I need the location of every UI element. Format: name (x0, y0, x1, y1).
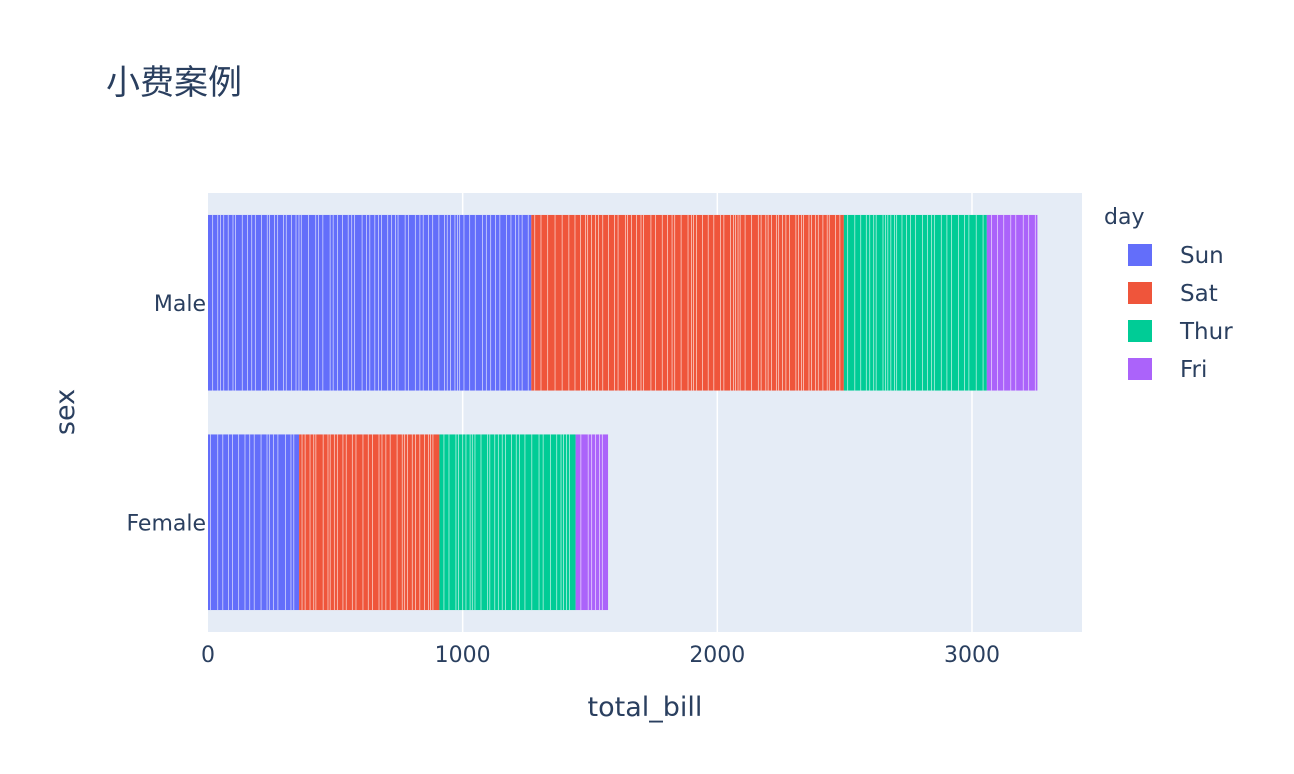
legend-label-fri[interactable]: Fri (1180, 357, 1207, 383)
y-tick-labels: Male Female (126, 292, 206, 537)
legend[interactable]: day Sun Sat Thur Fri (1104, 205, 1233, 383)
x-axis-title: total_bill (588, 692, 703, 723)
x-tick-labels: 0 1000 2000 3000 (201, 643, 1000, 668)
legend-label-sat[interactable]: Sat (1180, 281, 1218, 307)
y-tick-label: Male (154, 292, 206, 317)
x-tick-label: 0 (201, 643, 215, 668)
bar-sat-female[interactable] (299, 434, 440, 611)
legend-swatch-fri[interactable] (1128, 358, 1152, 380)
x-tick-label: 3000 (944, 643, 1000, 668)
legend-label-thur[interactable]: Thur (1179, 319, 1233, 345)
bars (208, 214, 1038, 611)
legend-label-sun[interactable]: Sun (1180, 243, 1224, 269)
bar-sat-male[interactable] (531, 214, 844, 391)
chart-title: 小费案例 (106, 63, 242, 103)
bar-thur-female[interactable] (439, 434, 576, 611)
x-tick-label: 2000 (689, 643, 745, 668)
y-axis-title: sex (50, 389, 81, 435)
legend-swatch-sun[interactable] (1128, 244, 1152, 266)
legend-title: day (1104, 205, 1144, 230)
bar-fri-male[interactable] (986, 214, 1038, 391)
bar-sun-female[interactable] (208, 434, 300, 611)
y-tick-label: Female (126, 511, 206, 536)
x-tick-label: 1000 (435, 643, 491, 668)
legend-swatch-sat[interactable] (1128, 282, 1152, 304)
legend-swatch-thur[interactable] (1128, 320, 1152, 342)
